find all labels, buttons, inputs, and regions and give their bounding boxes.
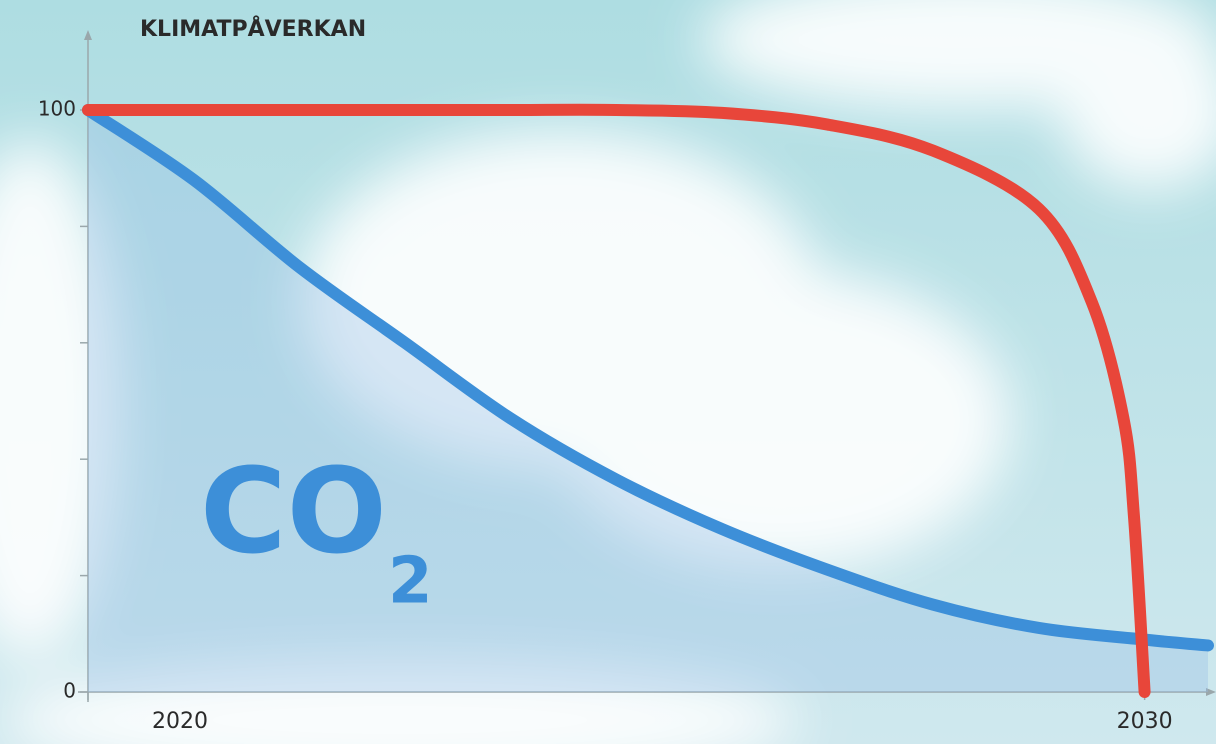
x-tick-label: 2020 bbox=[152, 709, 208, 734]
x-axis-arrow bbox=[1206, 688, 1216, 696]
y-tick-label: 0 bbox=[63, 679, 76, 703]
x-tick-label: 2030 bbox=[1117, 709, 1173, 734]
line bbox=[82, 104, 1214, 652]
annotation-subscript: 2 bbox=[388, 545, 433, 619]
annotation: CO bbox=[200, 442, 387, 580]
y-axis-label: KLIMATPÅVERKAN bbox=[140, 16, 366, 42]
y-tick-label: 100 bbox=[38, 97, 76, 121]
y-axis-arrow bbox=[84, 30, 92, 40]
line bbox=[82, 103, 1151, 698]
area bbox=[88, 110, 1208, 692]
